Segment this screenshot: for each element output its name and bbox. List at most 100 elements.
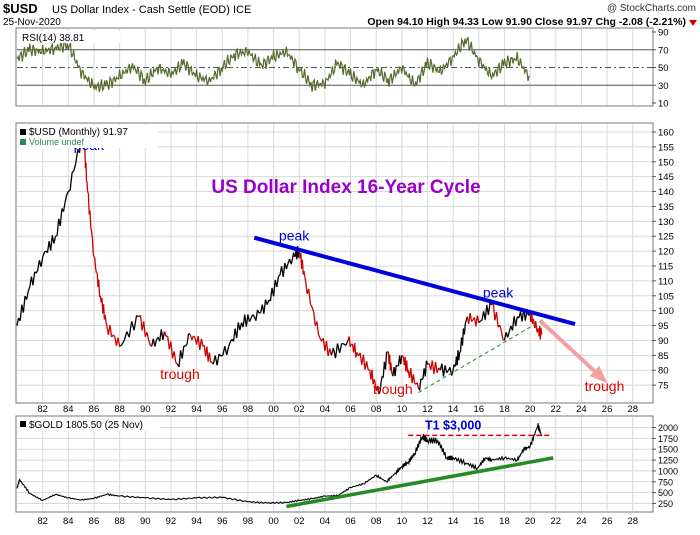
usd-price-segment	[221, 355, 223, 356]
x-tick-label: 98	[243, 516, 254, 527]
usd-panel	[16, 123, 653, 403]
usd-price-segment	[95, 258, 96, 269]
x-tick-label: 02	[294, 404, 305, 415]
y-tick-label: 30	[658, 81, 669, 92]
usd-price-segment	[541, 328, 542, 334]
y-tick-label: 110	[658, 276, 673, 287]
usd-price-segment	[403, 356, 404, 357]
usd-price-segment	[460, 352, 461, 353]
gold-target-annotation: T1 $3,000	[425, 419, 481, 433]
usd-price-segment	[92, 239, 93, 254]
x-tick-label: 92	[166, 516, 177, 527]
annotation-trough: trough	[585, 378, 625, 394]
usd-price-segment	[56, 236, 58, 237]
usd-price-segment	[92, 232, 93, 239]
x-tick-label: 16	[474, 516, 485, 527]
x-tick-label: 94	[191, 516, 202, 527]
y-tick-label: 1500	[658, 445, 678, 455]
x-tick-label: 88	[114, 516, 125, 527]
x-tick-label: 88	[114, 404, 125, 415]
y-tick-label: 150	[658, 157, 674, 168]
x-tick-label: 14	[448, 516, 459, 527]
header-ohlc: Open 94.10 High 94.33 Low 91.90 Close 91…	[367, 16, 686, 28]
y-tick-label: 160	[658, 128, 674, 139]
usd-price-segment	[86, 163, 87, 182]
annotation-trough: trough	[160, 366, 200, 382]
x-tick-label: 16	[474, 404, 485, 415]
usd-price-segment	[189, 334, 191, 335]
x-tick-label: 04	[320, 404, 331, 415]
x-tick-label: 24	[576, 516, 587, 527]
x-tick-label: 96	[217, 516, 228, 527]
usd-price-segment	[536, 321, 537, 328]
usd-price-segment	[305, 277, 306, 281]
x-tick-label: 90	[140, 516, 151, 527]
x-tick-label: 04	[320, 516, 331, 527]
usd-price-segment	[88, 192, 89, 194]
usd-price-segment	[96, 268, 97, 272]
x-tick-label: 86	[89, 516, 100, 527]
x-tick-label: 10	[397, 404, 408, 415]
usd-price-segment	[106, 322, 107, 326]
x-tick-label: 20	[525, 404, 536, 415]
gold-legend-swatch	[20, 421, 26, 427]
x-tick-label: 22	[550, 516, 561, 527]
x-tick-label: 14	[448, 404, 459, 415]
x-tick-label: 82	[37, 404, 48, 415]
x-tick-label: 08	[371, 404, 382, 415]
usd-price-segment	[87, 182, 88, 192]
y-tick-label: 140	[658, 187, 674, 198]
header-symbol: $USD	[3, 1, 38, 16]
usd-price-segment	[537, 330, 538, 333]
y-tick-label: 2000	[658, 423, 678, 433]
y-tick-label: 1000	[658, 466, 678, 476]
y-tick-label: 155	[658, 142, 674, 153]
x-tick-label: 12	[422, 516, 433, 527]
x-tick-label: 28	[627, 516, 638, 527]
usd-price-segment	[91, 228, 92, 232]
y-tick-label: 1250	[658, 456, 678, 466]
y-tick-label: 145	[658, 172, 674, 183]
usd-price-segment	[402, 355, 403, 356]
y-tick-label: 100	[658, 306, 674, 317]
x-tick-label: 28	[627, 404, 638, 415]
y-tick-label: 250	[658, 499, 673, 509]
x-tick-label: 22	[550, 404, 561, 415]
usd-price-segment	[407, 361, 408, 373]
usd-price-segment	[105, 315, 106, 322]
volume-legend-swatch	[20, 139, 26, 145]
x-tick-label: 92	[166, 404, 177, 415]
x-tick-label: 90	[140, 404, 151, 415]
x-tick-label: 18	[499, 516, 510, 527]
usd-price-segment	[259, 313, 261, 314]
x-tick-label: 98	[243, 404, 254, 415]
x-tick-label: 06	[345, 404, 356, 415]
y-tick-label: 500	[658, 488, 673, 498]
y-tick-label: 750	[658, 477, 673, 487]
annotation-peak: peak	[279, 228, 310, 244]
rsi-title: RSI(14) 38.81	[22, 33, 85, 44]
usd-price-segment	[455, 366, 456, 367]
x-tick-label: 02	[294, 516, 305, 527]
annotation-trough: trough	[373, 381, 413, 397]
annotation-peak: peak	[483, 284, 514, 300]
y-tick-label: 90	[658, 28, 669, 39]
x-tick-label: 06	[345, 516, 356, 527]
y-tick-label: 130	[658, 217, 674, 228]
header-date: 25-Nov-2020	[3, 17, 61, 28]
x-tick-label: 26	[602, 516, 613, 527]
x-tick-label: 20	[525, 516, 536, 527]
usd-legend-volume: Volume undef	[29, 137, 85, 147]
y-tick-label: 50	[658, 63, 669, 74]
usd-price-segment	[304, 271, 305, 277]
x-tick-label: 10	[397, 516, 408, 527]
usd-price-segment	[90, 211, 91, 228]
y-tick-label: 75	[658, 381, 669, 392]
usd-price-segment	[480, 320, 482, 321]
x-tick-label: 00	[268, 404, 279, 415]
y-tick-label: 10	[658, 99, 669, 110]
x-tick-label: 84	[63, 404, 74, 415]
x-tick-label: 26	[602, 404, 613, 415]
